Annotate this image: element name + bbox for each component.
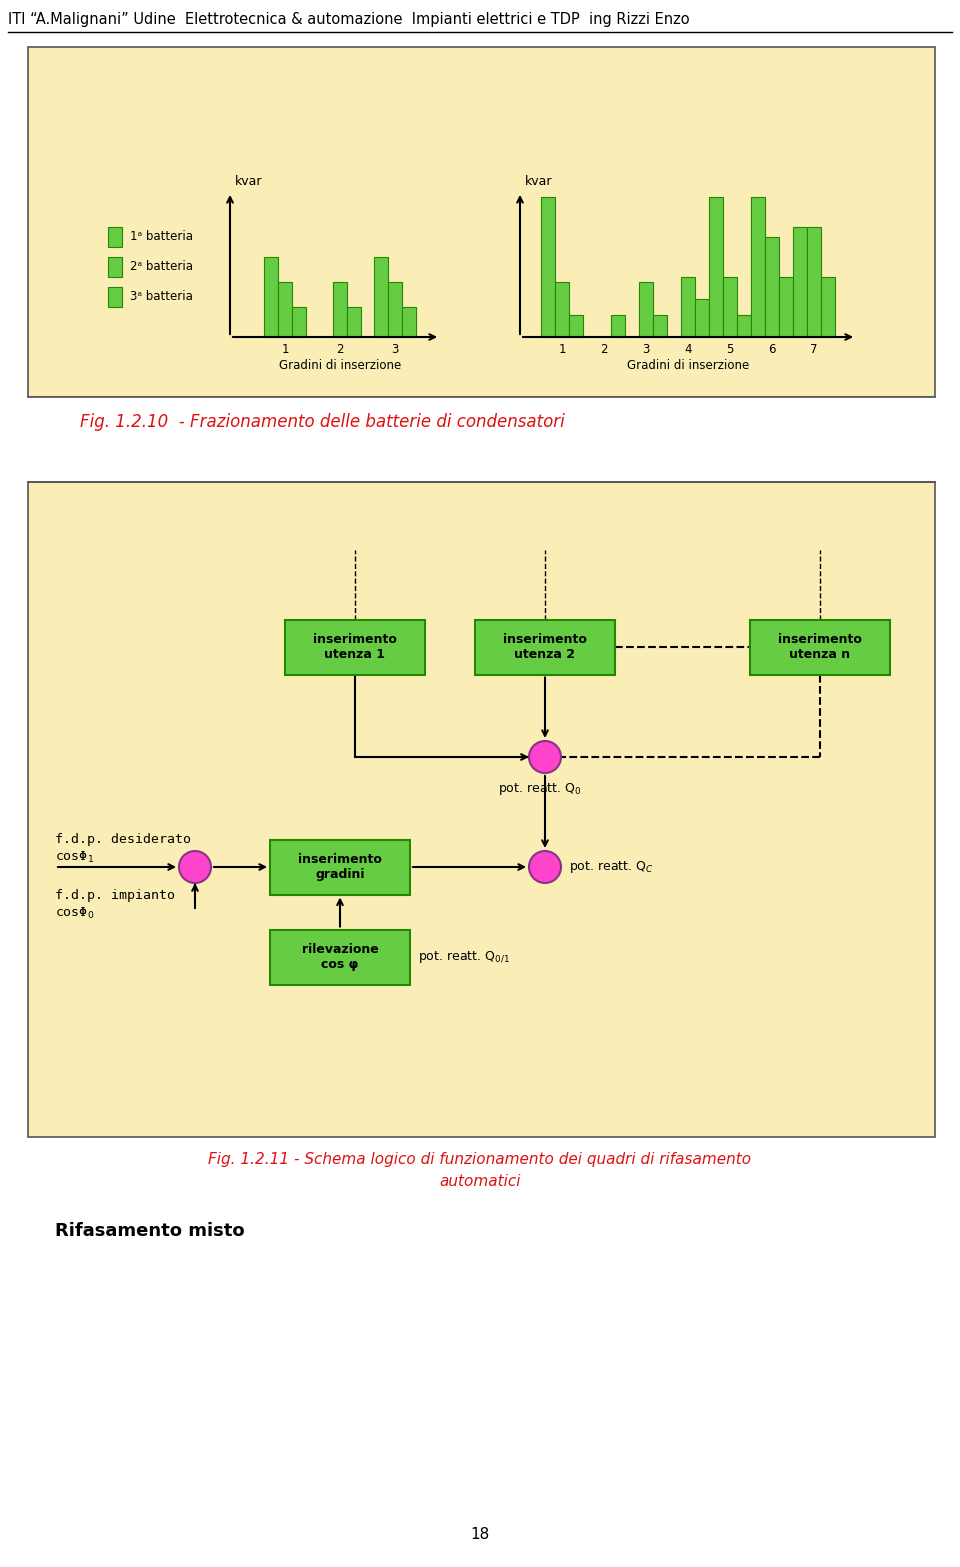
Text: 3ᵃ batteria: 3ᵃ batteria: [130, 290, 193, 304]
Circle shape: [529, 851, 561, 882]
FancyBboxPatch shape: [108, 227, 122, 248]
FancyBboxPatch shape: [347, 307, 361, 337]
Text: 2: 2: [336, 343, 344, 356]
Text: 5: 5: [727, 343, 733, 356]
FancyBboxPatch shape: [779, 277, 793, 337]
Text: automatici: automatici: [440, 1174, 520, 1189]
FancyBboxPatch shape: [695, 299, 709, 337]
FancyBboxPatch shape: [639, 282, 653, 337]
Text: rilevazione
cos φ: rilevazione cos φ: [301, 943, 378, 972]
FancyBboxPatch shape: [28, 47, 935, 396]
FancyBboxPatch shape: [285, 619, 425, 674]
FancyBboxPatch shape: [653, 315, 667, 337]
FancyBboxPatch shape: [765, 237, 779, 337]
Text: inserimento
gradini: inserimento gradini: [298, 852, 382, 881]
Text: 4: 4: [684, 343, 692, 356]
FancyBboxPatch shape: [270, 840, 410, 895]
Text: cosΦ$_1$: cosΦ$_1$: [55, 849, 94, 865]
FancyBboxPatch shape: [374, 257, 388, 337]
FancyBboxPatch shape: [793, 227, 807, 337]
Text: pot. reatt. Q$_C$: pot. reatt. Q$_C$: [569, 859, 654, 874]
Text: pot. reatt. Q$_0$: pot. reatt. Q$_0$: [498, 780, 582, 798]
FancyBboxPatch shape: [709, 197, 723, 337]
FancyBboxPatch shape: [555, 282, 569, 337]
Text: 1: 1: [559, 343, 565, 356]
Text: inserimento
utenza 1: inserimento utenza 1: [313, 633, 396, 661]
Text: 3: 3: [392, 343, 398, 356]
FancyBboxPatch shape: [751, 197, 765, 337]
FancyBboxPatch shape: [723, 277, 737, 337]
Text: 6: 6: [768, 343, 776, 356]
FancyBboxPatch shape: [807, 227, 821, 337]
FancyBboxPatch shape: [28, 483, 935, 1138]
FancyBboxPatch shape: [402, 307, 416, 337]
FancyBboxPatch shape: [681, 277, 695, 337]
FancyBboxPatch shape: [108, 287, 122, 307]
FancyBboxPatch shape: [292, 307, 306, 337]
Text: 18: 18: [470, 1526, 490, 1542]
Text: Rifasamento misto: Rifasamento misto: [55, 1222, 245, 1239]
FancyBboxPatch shape: [750, 619, 890, 674]
FancyBboxPatch shape: [108, 257, 122, 277]
Text: kvar: kvar: [525, 176, 553, 188]
Text: 2ᵃ batteria: 2ᵃ batteria: [130, 260, 193, 274]
FancyBboxPatch shape: [264, 257, 278, 337]
Text: Gradini di inserzione: Gradini di inserzione: [278, 359, 401, 371]
Text: inserimento
utenza n: inserimento utenza n: [778, 633, 862, 661]
FancyBboxPatch shape: [270, 929, 410, 984]
FancyBboxPatch shape: [475, 619, 615, 674]
FancyBboxPatch shape: [28, 396, 935, 483]
Text: pot. reatt. Q$_{0/1}$: pot. reatt. Q$_{0/1}$: [418, 950, 510, 965]
Text: Fig. 1.2.11 - Schema logico di funzionamento dei quadri di rifasamento: Fig. 1.2.11 - Schema logico di funzionam…: [208, 1152, 752, 1167]
FancyBboxPatch shape: [569, 315, 583, 337]
Circle shape: [179, 851, 211, 882]
Text: f.d.p. desiderato: f.d.p. desiderato: [55, 832, 191, 846]
FancyBboxPatch shape: [541, 197, 555, 337]
FancyBboxPatch shape: [388, 282, 402, 337]
FancyBboxPatch shape: [278, 282, 292, 337]
FancyBboxPatch shape: [611, 315, 625, 337]
Text: 1ᵃ batteria: 1ᵃ batteria: [130, 230, 193, 243]
Text: f.d.p. impianto: f.d.p. impianto: [55, 888, 175, 901]
Text: 1: 1: [281, 343, 289, 356]
Text: cosΦ$_0$: cosΦ$_0$: [55, 906, 94, 920]
Circle shape: [529, 741, 561, 773]
FancyBboxPatch shape: [737, 315, 751, 337]
FancyBboxPatch shape: [821, 277, 835, 337]
Text: 3: 3: [642, 343, 650, 356]
Text: 2: 2: [600, 343, 608, 356]
Text: 7: 7: [810, 343, 818, 356]
Text: Gradini di inserzione: Gradini di inserzione: [627, 359, 749, 371]
Text: inserimento
utenza 2: inserimento utenza 2: [503, 633, 587, 661]
Text: ITI “A.Malignani” Udine  Elettrotecnica & automazione  Impianti elettrici e TDP : ITI “A.Malignani” Udine Elettrotecnica &…: [8, 13, 689, 27]
Text: kvar: kvar: [235, 176, 262, 188]
FancyBboxPatch shape: [333, 282, 347, 337]
Text: Fig. 1.2.10  - Frazionamento delle batterie di condensatori: Fig. 1.2.10 - Frazionamento delle batter…: [80, 414, 564, 431]
